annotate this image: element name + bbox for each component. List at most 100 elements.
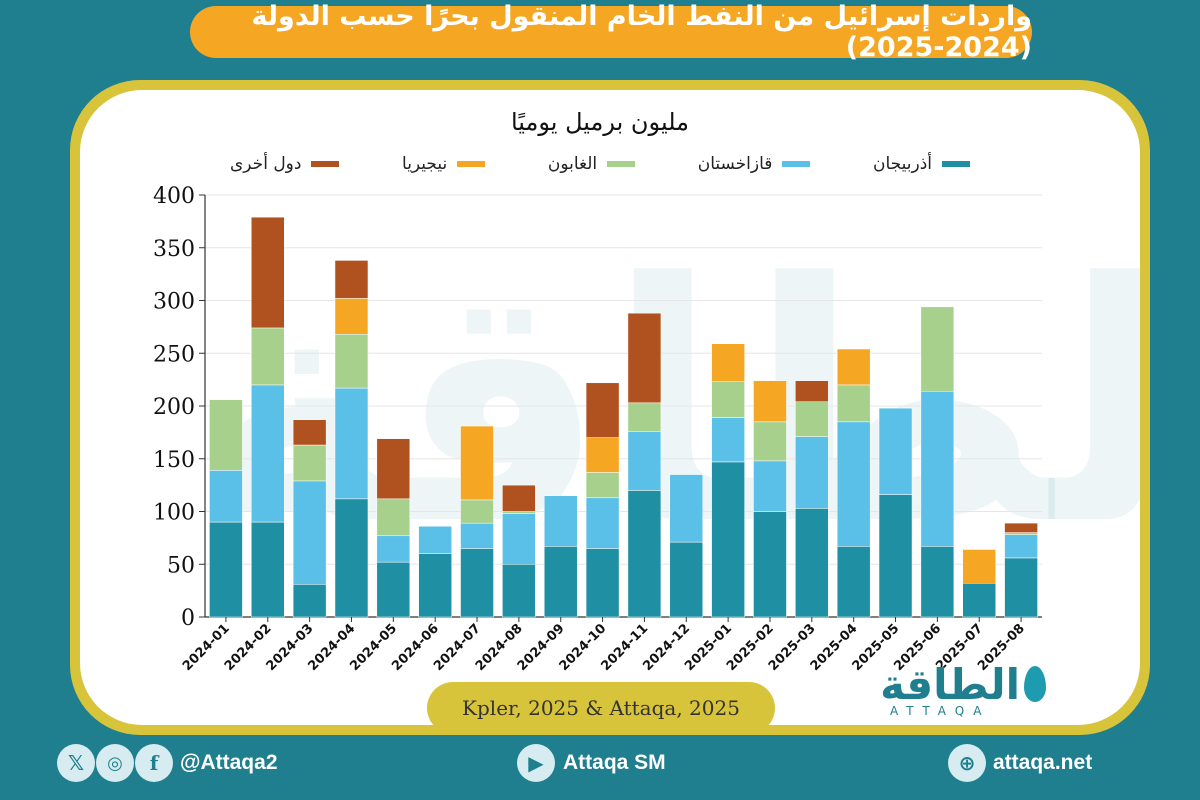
bar-segment: [334, 387, 369, 500]
bar-segment: [795, 401, 829, 437]
bar-segment: [460, 522, 494, 549]
youtube-channel-link[interactable]: Attaqa SM: [563, 751, 666, 774]
bar-segment: [460, 425, 494, 501]
website-link[interactable]: attaqa.net: [993, 751, 1093, 774]
source-text: Kpler, 2025 & Attaqa, 2025: [462, 696, 740, 720]
y-tick-label: 50: [167, 553, 195, 578]
bar-segment: [460, 499, 494, 524]
oil-drop-icon: [1024, 666, 1046, 702]
chart-title-banner: واردات إسرائيل من النفط الخام المنقول بح…: [190, 1, 1032, 63]
brand-logo: الطاقة ATTAQA: [870, 660, 1050, 720]
bar-segment: [543, 546, 578, 618]
bar-segment: [376, 561, 411, 618]
legend-item-gabon: الغابون: [547, 154, 636, 174]
bar-segment: [878, 407, 913, 495]
y-tick-label: 0: [181, 606, 195, 631]
y-tick-label: 250: [153, 342, 195, 367]
bar-segment: [753, 380, 787, 423]
bar-segment: [920, 306, 955, 392]
bar-segment: [292, 419, 327, 446]
bar-segment: [920, 546, 955, 618]
bar-segment: [334, 260, 369, 299]
facebook-icon[interactable]: f: [135, 744, 173, 782]
legend-item-kazakhstan: قازاخستان: [698, 154, 811, 174]
bar-segment: [502, 511, 536, 514]
y-tick-label: 300: [153, 290, 195, 315]
bar-segment: [376, 498, 411, 537]
legend-label-kazakhstan: قازاخستان: [697, 154, 773, 174]
bar-segment: [669, 541, 704, 618]
bar-segment: [1004, 534, 1038, 559]
bar-segment: [836, 421, 871, 547]
instagram-icon[interactable]: ◎: [96, 744, 134, 782]
legend: أذربيجان قازاخستان الغابون نيجيريا دول أ…: [230, 150, 970, 178]
bar-segment: [334, 498, 369, 618]
bar-segment: [418, 553, 452, 618]
bar-segment: [627, 490, 662, 618]
bar-segment: [836, 348, 871, 386]
unit-title: مليون برميل يوميًا: [510, 108, 689, 136]
legend-item-others: دول أخرى: [230, 154, 340, 174]
bar-segment: [376, 438, 411, 500]
bar-segment: [502, 484, 536, 512]
bar-segment: [585, 382, 620, 438]
bar-segment: [962, 582, 996, 618]
legend-label-azerbaijan: أذربيجان: [872, 154, 932, 174]
legend-label-gabon: الغابون: [547, 154, 598, 174]
bar-segment: [585, 497, 620, 549]
bar-segment: [962, 549, 996, 584]
x-icon[interactable]: 𝕏: [57, 744, 95, 782]
bar-segment: [376, 535, 411, 563]
bar-segment: [627, 312, 662, 404]
bar-segment: [711, 461, 745, 618]
legend-label-others: دول أخرى: [230, 154, 302, 174]
bar-segment: [669, 474, 704, 543]
legend-swatch-gabon: [607, 161, 636, 167]
bar-segment: [292, 584, 327, 618]
bar-segment: [711, 417, 745, 463]
bar-segment: [711, 343, 745, 382]
y-tick-label: 400: [153, 184, 195, 209]
bar-segment: [543, 495, 578, 547]
bar-segment: [251, 216, 285, 329]
bar-segment: [795, 436, 829, 509]
bar-segment: [795, 508, 829, 618]
y-tick-label: 200: [153, 395, 195, 420]
bar-segment: [251, 521, 285, 618]
source-pill: Kpler, 2025 & Attaqa, 2025: [427, 682, 775, 734]
legend-swatch-nigeria: [457, 161, 486, 167]
bar-segment: [209, 399, 243, 471]
bar-segment: [753, 421, 787, 462]
bar-segment: [251, 384, 285, 523]
legend-swatch-azerbaijan: [942, 161, 970, 167]
bar-segment: [836, 546, 871, 618]
bar-segment: [627, 402, 662, 432]
bar-segment: [585, 437, 620, 473]
bar-segment: [292, 480, 327, 585]
bar-segment: [711, 381, 745, 418]
social-handle-link[interactable]: @Attaqa2: [180, 751, 278, 774]
bar-segment: [1004, 522, 1038, 533]
bar-segment: [1004, 557, 1038, 618]
footer: 𝕏 ◎ f @Attaqa2 ▶ Attaqa SM ⊕ attaqa.net: [0, 742, 1200, 786]
bar-segment: [251, 327, 285, 386]
chart-title: واردات إسرائيل من النفط الخام المنقول بح…: [251, 1, 1032, 63]
bar-segment: [753, 460, 787, 512]
bar-segment: [334, 334, 369, 389]
y-tick-label: 100: [153, 501, 195, 526]
legend-label-nigeria: نيجيريا: [402, 154, 448, 174]
legend-item-nigeria: نيجيريا: [402, 154, 486, 174]
bar-segment: [334, 298, 369, 335]
y-tick-label: 350: [153, 237, 195, 262]
legend-swatch-others: [311, 161, 340, 167]
globe-icon[interactable]: ⊕: [948, 744, 986, 782]
bar-segment: [627, 431, 662, 491]
bar-segment: [502, 564, 536, 618]
youtube-icon[interactable]: ▶: [517, 744, 555, 782]
bar-segment: [795, 380, 829, 403]
bar-segment: [920, 390, 955, 547]
bar-segment: [585, 548, 620, 618]
brand-logo-english: ATTAQA: [890, 704, 991, 718]
bar-segment: [292, 444, 327, 482]
